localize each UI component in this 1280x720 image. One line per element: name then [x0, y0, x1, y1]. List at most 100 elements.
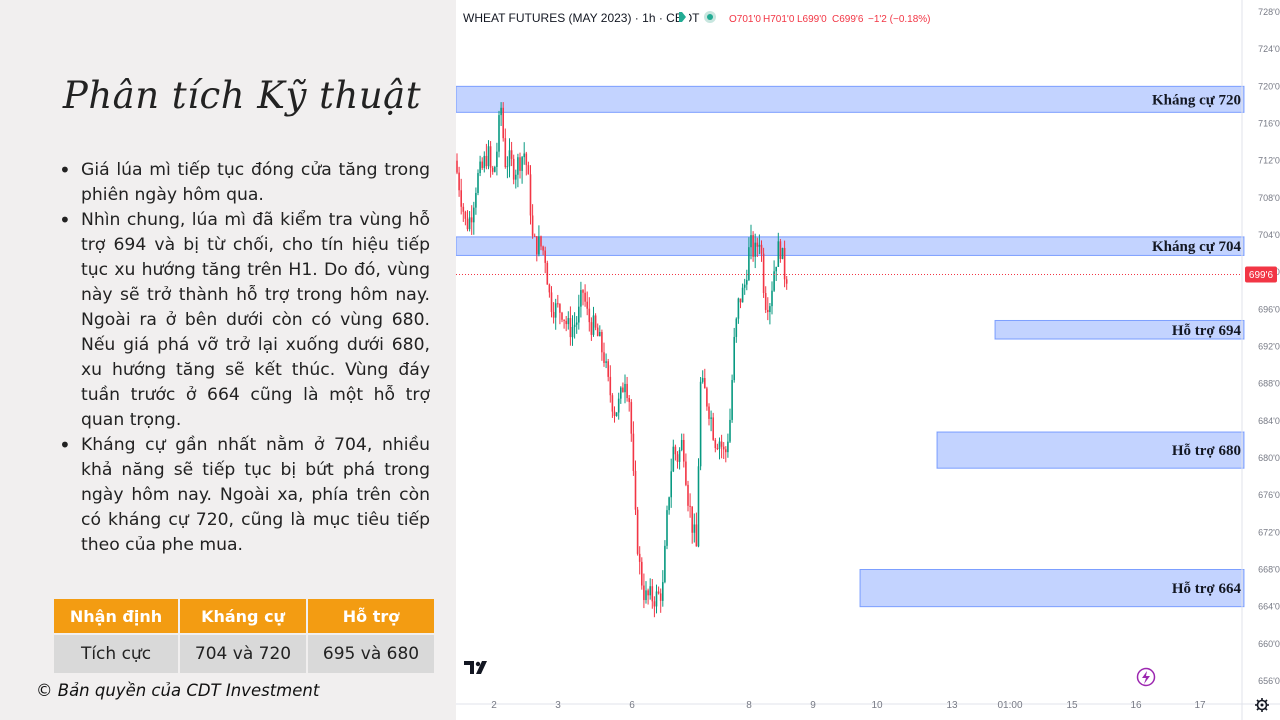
candle-body — [483, 155, 486, 168]
candle-body — [634, 470, 637, 510]
candle-body — [603, 352, 605, 363]
candle-body — [697, 466, 700, 547]
zones-layer: Kháng cự 720 Kháng cự 704 Hỗ trợ 694 Hỗ trợ… — [456, 85, 1245, 608]
x-tick-label: 8 — [746, 700, 752, 711]
candle-body — [714, 439, 717, 449]
candle-body — [470, 217, 473, 223]
candle-body — [582, 290, 584, 293]
candle-body — [647, 590, 649, 596]
candle-body — [615, 412, 618, 416]
candle-body — [655, 591, 658, 607]
candle-body — [645, 590, 647, 601]
candle-body — [771, 290, 773, 307]
candle-body — [649, 586, 651, 596]
candle-body — [563, 319, 565, 321]
candle-body — [754, 242, 756, 257]
candle-body — [687, 484, 689, 506]
candle-body — [609, 376, 612, 396]
y-tick-label: 688'0 — [1258, 379, 1280, 389]
candle-body — [626, 383, 628, 399]
candle-body — [601, 331, 603, 353]
candle-body — [653, 601, 656, 607]
candle-body — [628, 398, 630, 403]
x-tick-label: 10 — [871, 700, 883, 711]
ohlc-low: L699'0 — [797, 14, 827, 25]
candle-body — [727, 441, 729, 453]
header-support: Hỗ trợ — [308, 599, 434, 633]
candle-body — [773, 271, 775, 291]
candle-body — [708, 406, 710, 419]
copyright-text: © Bản quyền của CDT Investment — [36, 681, 320, 700]
candle-body — [729, 419, 731, 442]
bullet-item: Kháng cự gần nhất nằm ở 704, nhiều khả n… — [56, 433, 430, 558]
candle-body — [666, 510, 668, 546]
candle-body — [758, 244, 761, 247]
zone-rect[interactable] — [994, 319, 1245, 340]
candle-body — [611, 395, 614, 412]
price-chart[interactable]: Kháng cự 720 Kháng cự 704 Hỗ trợ 694 Hỗ trợ… — [456, 0, 1280, 720]
candle-body — [592, 315, 595, 335]
lightning-icon[interactable] — [1136, 667, 1156, 687]
candle-body — [466, 218, 469, 230]
candle-body — [781, 247, 784, 259]
gear-icon[interactable] — [1255, 698, 1269, 712]
candle-body — [716, 448, 719, 450]
zone-rect[interactable] — [936, 431, 1245, 469]
candle-body — [533, 235, 536, 237]
candle-body — [764, 292, 767, 310]
candle-body — [584, 292, 586, 302]
candle-body — [494, 166, 496, 172]
x-tick-label: 13 — [946, 700, 958, 711]
candle-body — [590, 322, 593, 335]
candle-body — [659, 593, 662, 601]
candle-body — [561, 312, 563, 320]
candle-body — [544, 250, 546, 263]
candle-body — [464, 211, 467, 219]
candle-body — [605, 361, 607, 363]
candle-body — [760, 244, 763, 254]
analysis-bullets: Giá lúa mì tiếp tục đóng cửa tăng trong … — [56, 158, 430, 558]
x-tick-label: 2 — [491, 700, 497, 711]
candle-body — [741, 287, 744, 303]
candle-body — [521, 157, 523, 171]
ohlc-high: H701'0 — [763, 14, 795, 25]
candle-body — [569, 318, 572, 338]
candle-body — [735, 318, 738, 337]
market-status-icon — [704, 11, 716, 23]
ohlc-change: −1'2 (−0.18%) — [868, 14, 931, 25]
candle-body — [456, 160, 458, 173]
candle-body — [743, 284, 746, 288]
candle-body — [557, 303, 559, 305]
candle-body — [725, 449, 727, 453]
candle-body — [737, 298, 740, 319]
candle-body — [468, 217, 471, 230]
y-tick-label: 712'0 — [1258, 156, 1280, 166]
candle-body — [750, 235, 752, 248]
candle-body — [664, 545, 666, 583]
zone-rect[interactable] — [456, 85, 1245, 113]
candle-body — [689, 505, 691, 507]
y-tick-label: 724'0 — [1258, 44, 1280, 54]
candle-body — [462, 206, 465, 212]
candle-body — [510, 150, 513, 159]
last-price-label: 699'6 — [1249, 270, 1274, 281]
chart-title: WHEAT FUTURES (MAY 2023) · 1h · CBOT — [463, 11, 700, 25]
candle-body — [548, 284, 551, 293]
flag-icon — [679, 12, 689, 22]
candle-body — [479, 161, 481, 174]
zone-rect[interactable] — [859, 569, 1245, 608]
candle-body — [525, 153, 528, 166]
zone-label: Kháng cự 704 — [1152, 239, 1242, 255]
y-tick-label: 728'0 — [1258, 7, 1280, 17]
candle-body — [710, 417, 712, 419]
chart-canvas[interactable]: Kháng cự 720 Kháng cự 704 Hỗ trợ 694 Hỗ trợ… — [456, 0, 1280, 720]
candle-body — [701, 378, 704, 382]
zone-rect[interactable] — [456, 236, 1245, 256]
candle-body — [475, 192, 477, 208]
candle-body — [586, 301, 588, 309]
x-tick-label: 16 — [1130, 700, 1142, 711]
candle-body — [632, 433, 635, 471]
table-header-row: Nhận định Kháng cự Hỗ trợ — [54, 599, 434, 633]
candle-body — [515, 174, 517, 180]
header-outlook: Nhận định — [54, 599, 178, 633]
